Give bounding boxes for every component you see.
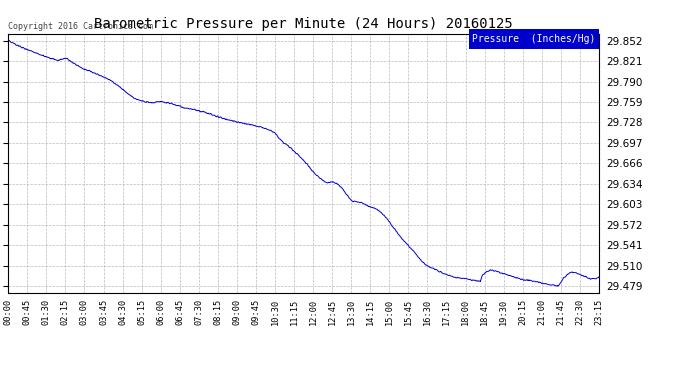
Text: Barometric Pressure per Minute (24 Hours) 20160125: Barometric Pressure per Minute (24 Hours…: [95, 17, 513, 31]
Text: Copyright 2016 Cartronics.com: Copyright 2016 Cartronics.com: [8, 22, 153, 31]
